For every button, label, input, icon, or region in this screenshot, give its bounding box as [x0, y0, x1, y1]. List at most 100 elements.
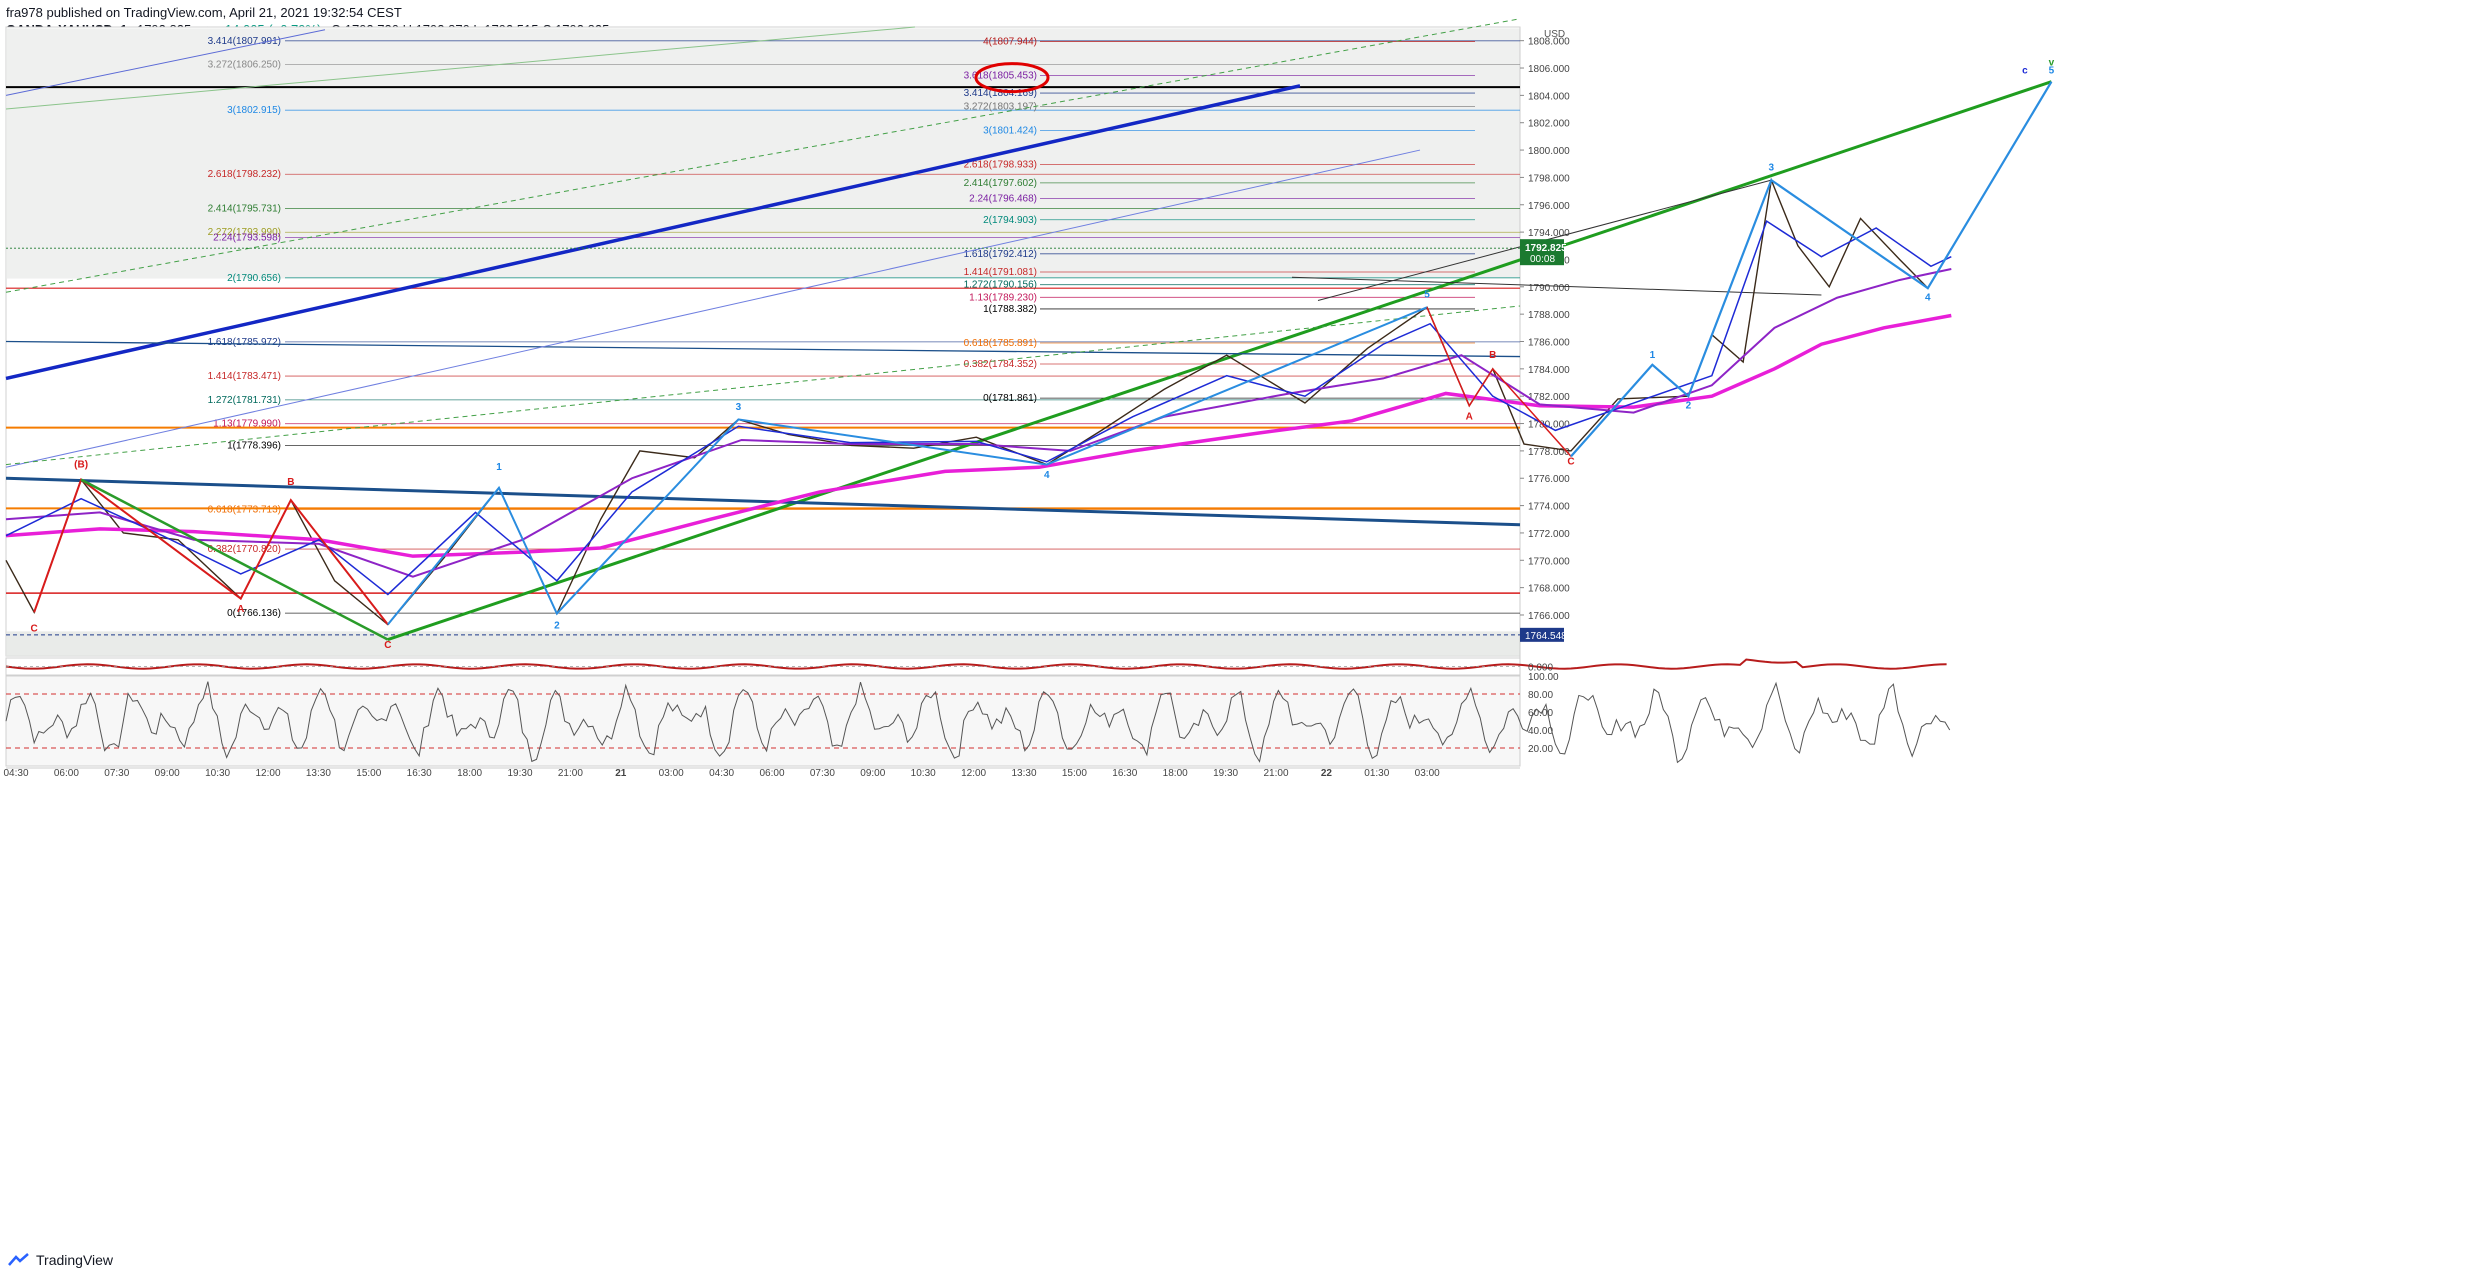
fib-label-right: 2.24(1796.468)	[969, 193, 1037, 204]
green-wave-leg	[80, 478, 389, 641]
x-tick-label: 07:30	[810, 768, 835, 779]
x-tick-label: 21	[615, 768, 627, 779]
x-tick-label: 01:30	[1364, 768, 1389, 779]
oscillator1-tick: 0.000	[1528, 663, 1553, 674]
fib-label-right: 1(1788.382)	[983, 304, 1037, 315]
footer: TradingView	[8, 1252, 113, 1268]
tradingview-logo-icon	[8, 1253, 29, 1266]
fib-label-left: 1(1778.396)	[227, 440, 281, 451]
x-tick-label: 04:30	[3, 768, 28, 779]
x-tick-label: 18:00	[1163, 768, 1188, 779]
y-tick-label: 1796.000	[1528, 201, 1570, 212]
y-tick-label: 1772.000	[1528, 529, 1570, 540]
red-wave-zigzag	[1426, 307, 1572, 457]
oscillator2-tick: 80.00	[1528, 690, 1553, 701]
x-tick-label: 18:00	[457, 768, 482, 779]
fib-label-left: 1.618(1785.972)	[208, 337, 281, 348]
green-channel-line	[387, 80, 2052, 642]
blue-wave-zigzag	[387, 306, 1428, 626]
fib-label-right: 3.414(1804.169)	[964, 88, 1037, 99]
wave-label: 3	[736, 402, 742, 413]
marker-price-label: 1764.548	[1525, 631, 1567, 642]
fib-label-left: 0.618(1773.713)	[208, 505, 281, 516]
wave-label: 2	[1686, 401, 1692, 412]
fib-label-right: 2.618(1798.933)	[964, 160, 1037, 171]
red-wave-zigzag	[33, 477, 389, 626]
x-tick-label: 13:30	[1011, 768, 1036, 779]
x-tick-label: 03:00	[659, 768, 684, 779]
y-tick-label: 1770.000	[1528, 556, 1570, 567]
fib-label-right: 2.414(1797.602)	[964, 178, 1037, 189]
x-tick-label: 19:30	[507, 768, 532, 779]
fib-label-right: 4(1807.944)	[983, 36, 1037, 47]
green-thin-line	[5, 26, 916, 110]
y-tick-label: 1804.000	[1528, 91, 1570, 102]
x-tick-label: 13:30	[306, 768, 331, 779]
fib-label-right: 1.414(1791.081)	[964, 267, 1037, 278]
x-tick-label: 06:00	[759, 768, 784, 779]
wave-label: C	[1567, 457, 1574, 468]
x-tick-label: 15:00	[356, 768, 381, 779]
wave-label: 5	[2049, 65, 2055, 76]
y-tick-label: 1794.000	[1528, 228, 1570, 239]
fib-label-left: 2(1790.656)	[227, 273, 281, 284]
x-tick-label: 10:30	[911, 768, 936, 779]
x-tick-label: 03:00	[1415, 768, 1440, 779]
fib-label-left: 2.414(1795.731)	[208, 203, 281, 214]
oscillator2-line	[5, 681, 1951, 764]
current-price-tag	[1520, 239, 1564, 266]
current-price-label: 1792.825	[1525, 243, 1567, 254]
y-tick-label: 1768.000	[1528, 584, 1570, 595]
x-tick-label: 16:30	[1112, 768, 1137, 779]
y-tick-label: 1784.000	[1528, 365, 1570, 376]
oscillator1-line	[5, 658, 1947, 670]
oscillator2-pane	[5, 675, 1521, 767]
fib-label-left: 1.414(1783.471)	[208, 371, 281, 382]
axis-unit-label: USD	[1544, 29, 1565, 40]
wave-label: 1	[1650, 350, 1656, 361]
x-tick-label: 09:00	[860, 768, 885, 779]
marker-price-tag	[1520, 627, 1564, 642]
blue-trendline	[5, 84, 1301, 381]
y-tick-label: 1808.000	[1528, 37, 1570, 48]
pink-moving-average	[5, 313, 1952, 558]
wave-label: 1	[496, 462, 502, 473]
fib-label-right: 0(1781.861)	[983, 393, 1037, 404]
y-tick-label: 1786.000	[1528, 338, 1570, 349]
blue-thin-line	[5, 29, 326, 96]
blue-wave-zigzag	[1570, 81, 2053, 458]
y-tick-label: 1776.000	[1528, 474, 1570, 485]
shaded-zone-lower	[6, 631, 1520, 656]
shaded-zone-upper	[6, 28, 1520, 279]
x-tick-label: 12:00	[255, 768, 280, 779]
y-tick-label: 1778.000	[1528, 447, 1570, 458]
wave-label: B	[287, 477, 294, 488]
x-tick-label: 22	[1321, 768, 1333, 779]
fib-label-left: 3.414(1807.991)	[208, 36, 281, 47]
triangle-lower-line	[1291, 276, 1822, 296]
x-tick-label: 21:00	[1263, 768, 1288, 779]
x-tick-label: 16:30	[407, 768, 432, 779]
bar-countdown: 00:08	[1530, 254, 1555, 265]
fib-label-left: 2.618(1798.232)	[208, 169, 281, 180]
x-tick-label: 10:30	[205, 768, 230, 779]
fib-label-right: 3(1801.424)	[983, 126, 1037, 137]
y-tick-label: 1802.000	[1528, 119, 1570, 130]
fib-label-right: 1.272(1790.156)	[964, 280, 1037, 291]
wave-label: 3	[1769, 163, 1775, 174]
wave-label: C	[384, 640, 391, 651]
y-tick-label: 1806.000	[1528, 64, 1570, 75]
wave-label: (B)	[74, 459, 88, 470]
wave-label: 4	[1925, 292, 1931, 303]
wave-label: A	[237, 604, 244, 615]
y-tick-label: 1780.000	[1528, 420, 1570, 431]
blue-long-thin-line	[5, 149, 1421, 468]
x-tick-label: 06:00	[54, 768, 79, 779]
fib-label-right: 1.618(1792.412)	[964, 249, 1037, 260]
wave-label: 2	[554, 621, 560, 632]
navy-downtrend-line	[5, 476, 1521, 527]
y-tick-label: 1800.000	[1528, 146, 1570, 157]
y-tick-label: 1790.000	[1528, 283, 1570, 294]
wave-label: A	[1466, 411, 1473, 422]
